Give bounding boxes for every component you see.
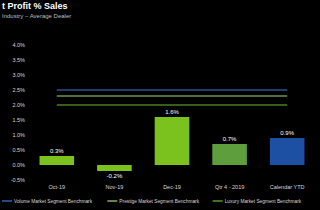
y-tick-label: 3.5% — [12, 57, 25, 63]
y-tick-label: 2.0% — [12, 102, 25, 108]
subtitle: Industry – Average Dealer — [2, 13, 71, 19]
benchmark-line — [57, 104, 287, 105]
plot-area — [40, 90, 305, 171]
legend-swatch — [2, 200, 12, 201]
bar — [212, 144, 247, 165]
bar — [40, 156, 75, 165]
data-label: 1.6% — [165, 109, 179, 115]
bar — [270, 138, 305, 165]
benchmark-line — [57, 95, 287, 96]
legend-label: Prestige Market Segment Benchmark — [119, 199, 199, 204]
legend-swatch — [107, 200, 117, 201]
legend-label: Luxury Market Segment Benchmark — [225, 199, 302, 204]
data-label: 0.7% — [223, 136, 237, 142]
legend-swatch — [213, 200, 223, 201]
title: t Profit % Sales — [2, 1, 68, 11]
y-tick-label: 2.5% — [12, 87, 25, 93]
y-tick-label: 3.0% — [12, 72, 25, 78]
y-tick-label: 0.0% — [12, 162, 25, 168]
data-label: -0.2% — [107, 173, 123, 179]
data-label: 0.9% — [280, 130, 294, 136]
data-label: 0.3% — [50, 148, 64, 154]
x-tick-label: Calendar YTD — [270, 184, 305, 190]
y-tick-label: 4.0% — [12, 42, 25, 48]
x-tick-label: Qtr 4 - 2019 — [215, 184, 244, 190]
x-tick-label: Nov-19 — [106, 184, 124, 190]
bar — [155, 117, 190, 165]
y-tick-label: 0.5% — [12, 147, 25, 153]
y-tick-label: 1.5% — [12, 117, 25, 123]
x-tick-label: Dec-19 — [163, 184, 181, 190]
y-tick-label: -0.5% — [11, 177, 25, 183]
x-tick-label: Oct-19 — [49, 184, 66, 190]
benchmark-line — [57, 89, 287, 90]
bar — [97, 165, 132, 171]
y-tick-label: 1.0% — [12, 132, 25, 138]
legend-label: Volume Market Segment Benchmark — [14, 199, 93, 204]
